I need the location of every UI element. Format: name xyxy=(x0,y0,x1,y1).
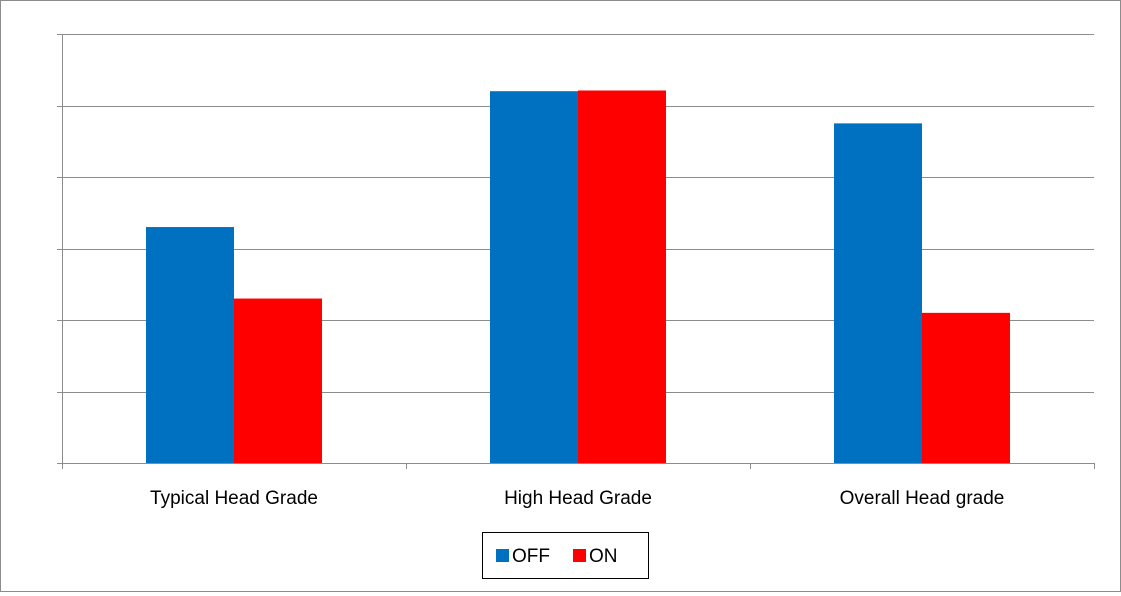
bar-on-2 xyxy=(922,312,1010,463)
legend: OFF ON xyxy=(482,532,649,579)
legend-label-off: OFF xyxy=(512,546,550,567)
category-label: Overall Head grade xyxy=(840,488,1005,509)
bar-on-0 xyxy=(234,298,322,463)
bar-off-1 xyxy=(490,91,578,463)
bars xyxy=(146,90,1010,464)
category-label: Typical Head Grade xyxy=(150,488,318,509)
bar-off-0 xyxy=(146,227,234,463)
bar-on-1 xyxy=(578,90,666,464)
category-labels: Typical Head Grade High Head Grade Overall… xyxy=(150,488,1004,509)
legend-box xyxy=(482,532,649,579)
axes xyxy=(57,34,1095,469)
legend-label-on: ON xyxy=(589,546,618,567)
legend-swatch-on xyxy=(573,549,586,562)
bar-off-2 xyxy=(834,123,922,463)
category-label: High Head Grade xyxy=(504,488,652,509)
legend-swatch-off xyxy=(496,549,509,562)
